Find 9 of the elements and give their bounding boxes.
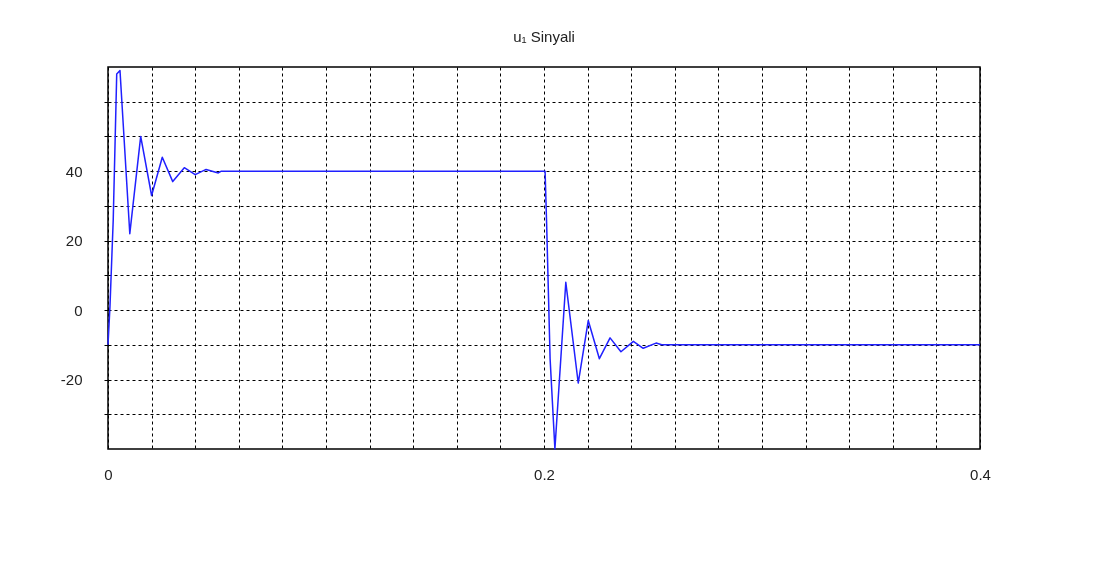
line-series xyxy=(107,69,981,450)
chart-title: u₁ Sinyali xyxy=(513,28,575,45)
y-tick-label: 0 xyxy=(74,301,83,319)
x-tick-label: 0.4 xyxy=(970,465,991,483)
x-tick-label: 0.2 xyxy=(534,465,555,483)
y-tick-label: 40 xyxy=(65,162,83,180)
y-tick-label: 20 xyxy=(65,232,83,250)
x-tick-label: 0 xyxy=(104,465,113,483)
y-tick-label: -20 xyxy=(60,371,83,389)
